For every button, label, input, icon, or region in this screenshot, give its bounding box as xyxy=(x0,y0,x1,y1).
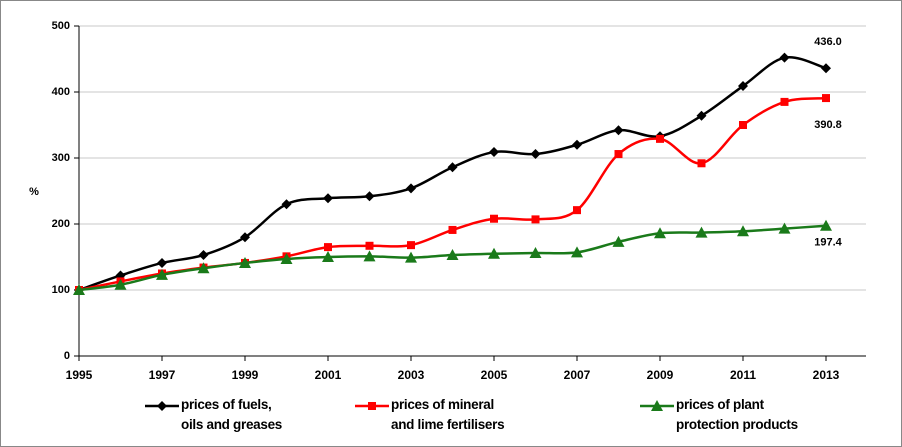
data-label: 197.4 xyxy=(814,237,842,249)
marker xyxy=(240,232,250,243)
x-tick-label: 2011 xyxy=(730,368,756,382)
marker xyxy=(198,250,209,261)
x-tick-label: 2013 xyxy=(813,368,840,382)
marker xyxy=(447,162,458,173)
marker xyxy=(405,251,417,263)
marker xyxy=(73,284,85,295)
marker xyxy=(364,191,375,202)
marker xyxy=(114,278,127,290)
marker xyxy=(323,193,333,204)
marker xyxy=(529,247,542,259)
data-label: 436.0 xyxy=(814,36,842,48)
legend-label: prices of plant protection products xyxy=(676,397,798,432)
y-tick-label: 100 xyxy=(52,284,70,296)
marker xyxy=(365,241,374,250)
x-tick-label: 1995 xyxy=(66,368,93,382)
marker xyxy=(407,241,415,250)
marker xyxy=(572,139,582,150)
marker xyxy=(778,222,791,234)
marker xyxy=(614,150,623,159)
marker xyxy=(695,226,708,238)
marker xyxy=(363,250,376,262)
marker xyxy=(573,206,581,215)
marker xyxy=(820,219,832,231)
y-tick-label: 400 xyxy=(52,86,70,98)
line xyxy=(78,96,827,292)
marker xyxy=(779,52,790,63)
y-tick-label: 500 xyxy=(52,20,70,32)
marker xyxy=(654,227,666,239)
marker xyxy=(406,183,416,194)
marker xyxy=(324,243,332,252)
marker xyxy=(656,134,664,143)
data-label: 390.8 xyxy=(814,119,842,131)
x-tick-label: 2009 xyxy=(647,368,674,382)
marker xyxy=(281,199,292,210)
legend-label: prices of fuels, oils and greases xyxy=(181,397,282,432)
marker xyxy=(488,247,500,259)
marker xyxy=(739,121,747,129)
x-tick-label: 2007 xyxy=(564,368,591,382)
legend-marker xyxy=(157,401,167,411)
marker xyxy=(156,268,168,280)
marker xyxy=(821,63,831,74)
marker xyxy=(822,94,830,103)
y-tick-label: 200 xyxy=(52,218,70,230)
marker xyxy=(239,256,251,268)
marker xyxy=(448,225,457,234)
legend-marker xyxy=(368,402,376,410)
marker xyxy=(612,235,625,247)
marker xyxy=(197,262,210,274)
x-tick-label: 2001 xyxy=(315,368,342,382)
marker xyxy=(738,81,748,92)
marker xyxy=(530,149,541,160)
marker xyxy=(780,97,789,106)
marker xyxy=(446,249,459,261)
series xyxy=(74,52,831,295)
marker xyxy=(280,252,293,264)
y-tick-label: 300 xyxy=(52,152,70,164)
marker xyxy=(531,215,540,224)
x-tick-label: 1999 xyxy=(232,368,259,382)
y-axis-label: % xyxy=(29,186,39,198)
legend-marker xyxy=(651,400,663,411)
marker xyxy=(697,159,706,168)
marker xyxy=(489,147,499,158)
marker xyxy=(490,214,498,223)
marker xyxy=(322,251,334,262)
y-tick-label: 0 xyxy=(64,350,70,362)
x-tick-label: 2005 xyxy=(481,368,508,382)
series xyxy=(75,94,830,294)
marker xyxy=(571,246,583,258)
marker xyxy=(613,125,624,136)
legend-label: prices of mineral and lime fertilisers xyxy=(391,397,505,432)
marker xyxy=(696,110,707,121)
marker xyxy=(737,225,749,237)
x-tick-label: 1997 xyxy=(149,368,176,382)
marker xyxy=(157,257,167,268)
series xyxy=(73,219,832,295)
x-tick-label: 2003 xyxy=(398,368,425,382)
